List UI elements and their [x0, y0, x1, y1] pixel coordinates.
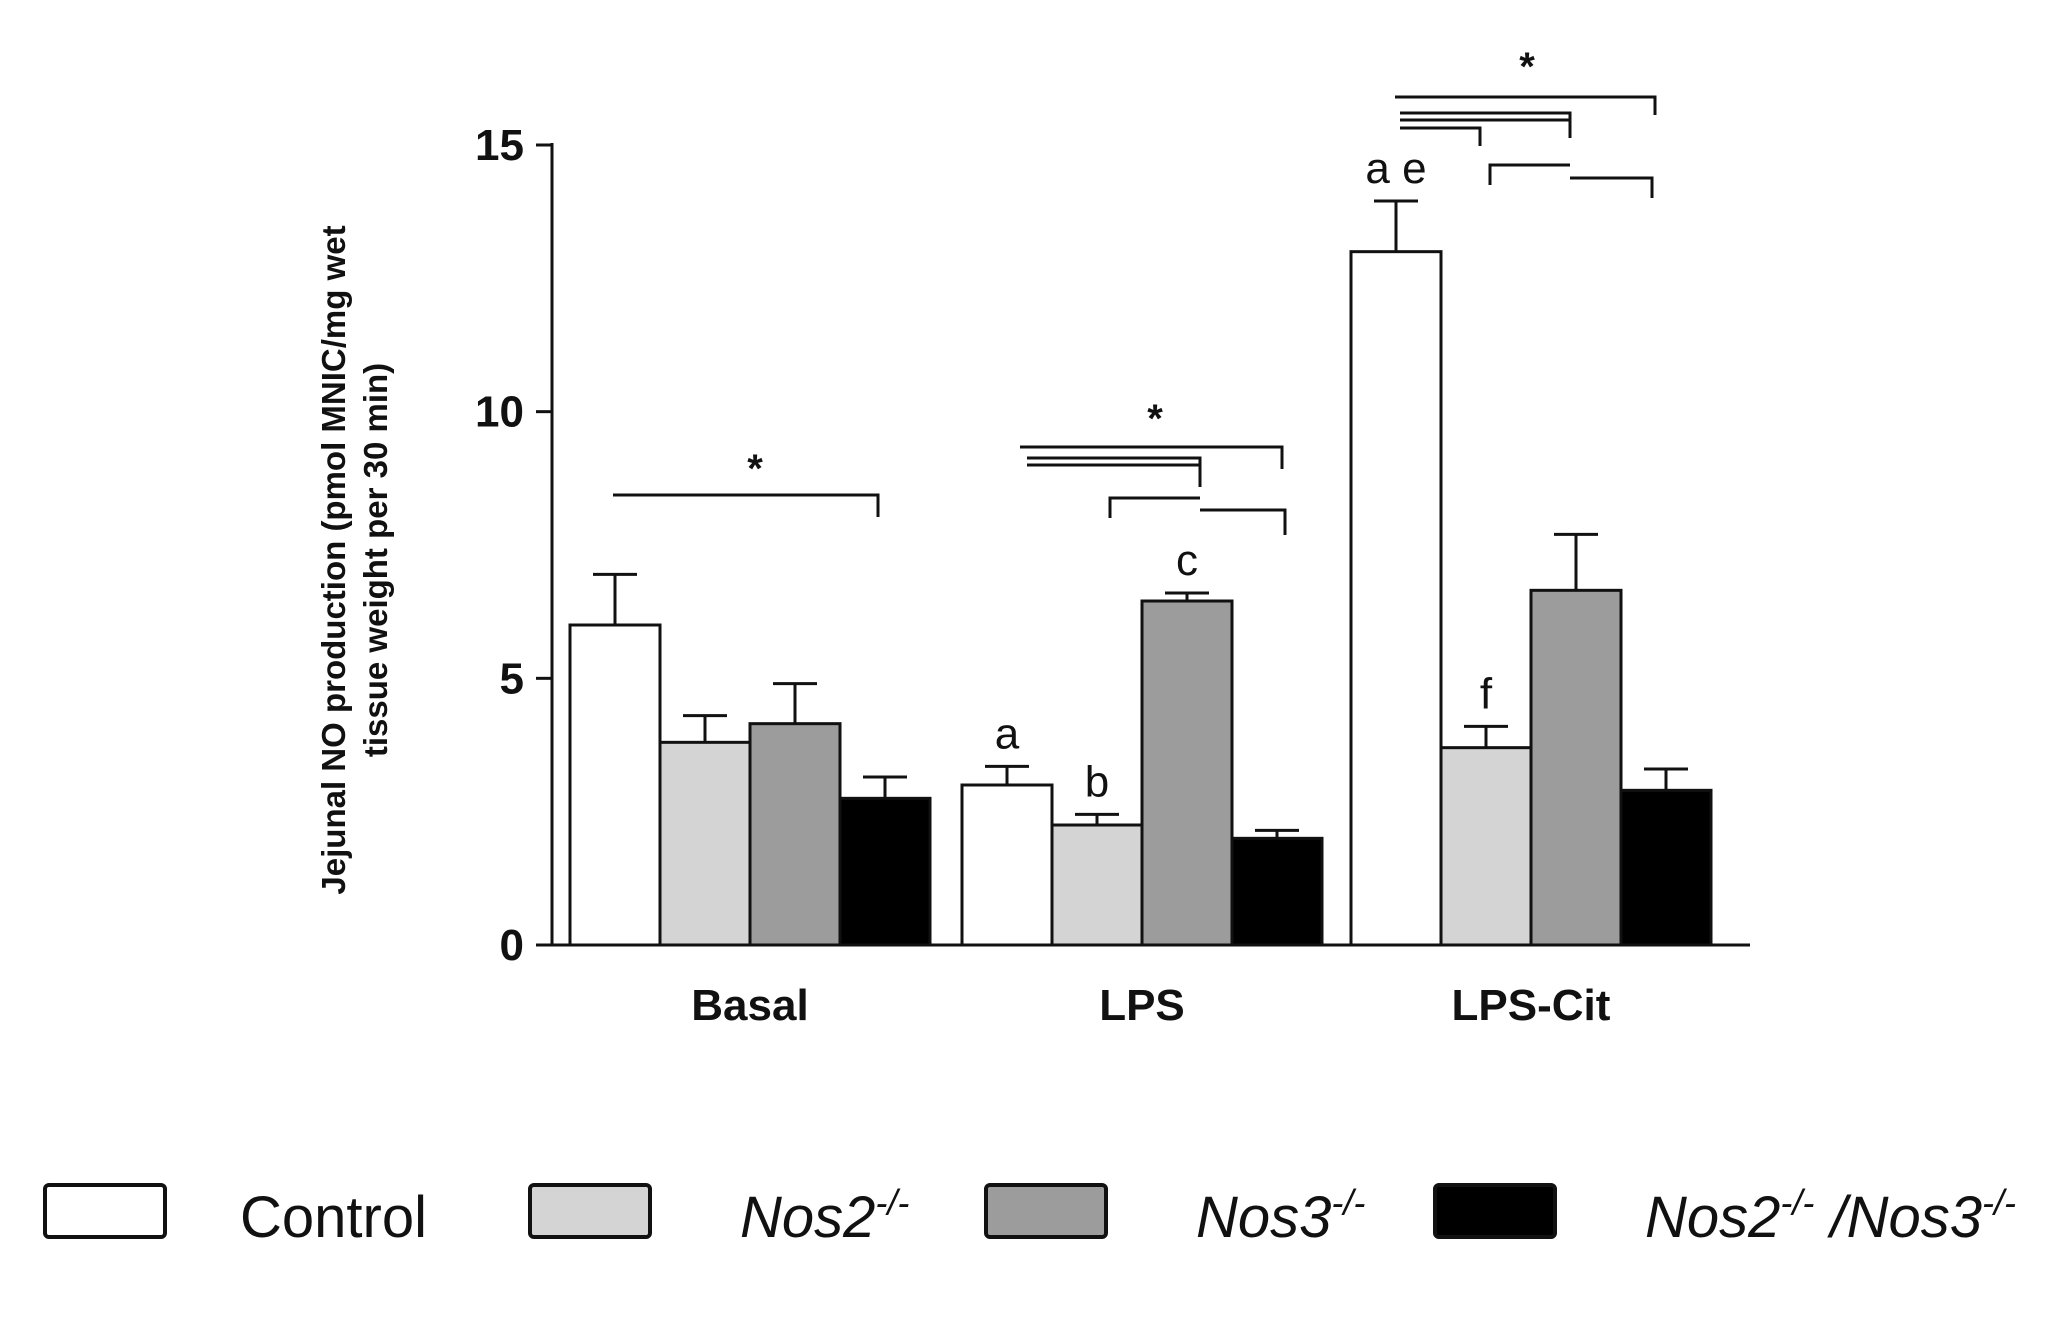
- significance-star: *: [1519, 45, 1535, 89]
- bar-annotation: b: [1085, 757, 1109, 806]
- significance-brackets: * * *: [613, 45, 1657, 535]
- bar-annotation: a: [995, 709, 1020, 758]
- y-tick-label: 5: [500, 654, 524, 703]
- significance-bracket: [1488, 163, 1570, 185]
- significance-star: *: [747, 447, 763, 491]
- bar-annotation: c: [1176, 536, 1198, 585]
- y-axis-label-line2: tissue weight per 30 min): [357, 363, 394, 757]
- legend-label: Nos3-/-: [1196, 1182, 1365, 1250]
- significance-bracket: [1400, 126, 1482, 146]
- bar-basal-series-3: [748, 722, 842, 947]
- category-label: Basal: [691, 981, 808, 1030]
- significance-bracket: [1027, 456, 1202, 480]
- significance-bracket: [1400, 118, 1572, 138]
- legend-swatch: [1433, 1183, 1557, 1239]
- bar-annotation: a e: [1365, 144, 1426, 193]
- bar-basal-series-1: [568, 623, 662, 947]
- bar-lps-series-4: [1230, 836, 1324, 947]
- bar-lps-cit-series-2: [1439, 746, 1533, 947]
- significance-star: *: [1147, 397, 1163, 441]
- legend-label: Nos2-/- /Nos3-/-: [1645, 1182, 2016, 1250]
- y-tick-label: 10: [475, 388, 524, 437]
- significance-bracket: [1395, 95, 1657, 115]
- category-label: LPS-Cit: [1452, 981, 1611, 1030]
- legend-swatch: [43, 1183, 167, 1239]
- y-tick-label: 0: [500, 921, 524, 970]
- bar-lps-cit-series-3: [1529, 588, 1623, 947]
- bars: Basal LPS LPS-Cit a b c a e f: [568, 144, 1713, 1030]
- significance-bracket: [1200, 508, 1287, 535]
- bar-annotation: f: [1480, 669, 1493, 718]
- significance-bracket: [1570, 176, 1654, 198]
- category-label: LPS: [1099, 981, 1185, 1030]
- legend: Control Nos2-/- Nos3-/- Nos2-/- /Nos3-/-: [43, 1182, 2016, 1250]
- significance-bracket: [1108, 496, 1200, 518]
- legend-swatch: [984, 1183, 1108, 1239]
- legend-swatch: [528, 1183, 652, 1239]
- bar-lps-series-1: [960, 783, 1054, 947]
- significance-bracket: [1027, 463, 1202, 487]
- bar-basal-series-2: [658, 740, 752, 947]
- y-tick-label: 15: [475, 121, 524, 170]
- legend-label: Nos2-/-: [740, 1182, 909, 1250]
- y-axis-label-line1: Jejunal NO production (pmol MNIC/mg wet: [315, 225, 352, 894]
- bar-lps-series-2: [1050, 823, 1144, 947]
- bar-basal-series-4: [838, 796, 932, 947]
- bar-lps-cit-series-4: [1619, 788, 1713, 947]
- bar-lps-series-3: [1140, 599, 1234, 947]
- significance-bracket: [1020, 445, 1284, 469]
- y-axis-label: Jejunal NO production (pmol MNIC/mg wet …: [315, 225, 394, 894]
- significance-bracket: [613, 493, 880, 517]
- bar-lps-cit-series-1: [1349, 250, 1443, 947]
- legend-label: Control: [240, 1185, 427, 1250]
